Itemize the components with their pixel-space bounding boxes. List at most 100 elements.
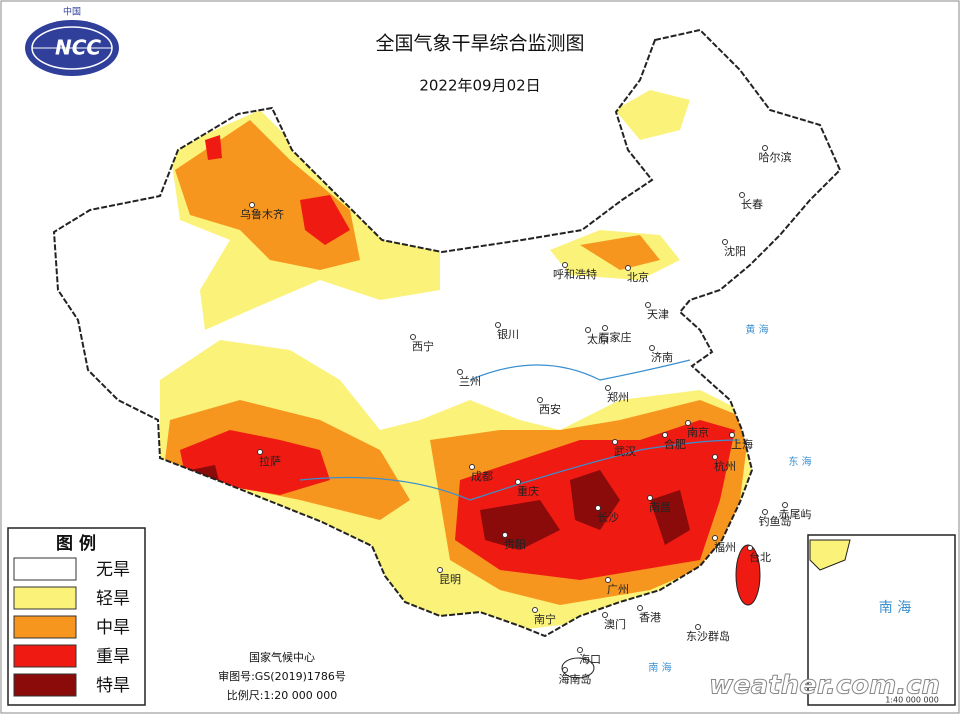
watermark: weather.com.cn [709,671,940,701]
logo-text: NCC [55,36,101,60]
city-dot [685,420,691,426]
city-label: 重庆 [517,484,539,498]
city-label: 济南 [651,350,673,364]
date: 2022年09月02日 [419,77,540,95]
city-label: 海南岛 [559,672,592,686]
city-dot [782,502,788,508]
drought-area [480,500,560,550]
hainan [561,657,595,679]
city-dot [502,532,508,538]
city-dot [729,432,735,438]
city-dot [605,385,611,391]
city-label: 乌鲁木齐 [240,207,284,221]
city-dot [662,432,668,438]
city-label: 赤尾屿 [779,508,812,521]
city-label: 南京 [687,425,709,439]
city-label: 长沙 [597,511,619,524]
city-label: 太原 [587,333,609,346]
sea-label: 黄 海 [745,323,768,336]
drought-area [650,490,690,545]
city-dot [712,454,718,460]
city-label: 哈尔滨 [759,150,792,164]
approval: 审图号:GS(2019)1786号 [218,669,346,683]
legend-label: 轻旱 [96,589,130,609]
city-label: 沈阳 [724,244,746,258]
legend-title: 图 例 [56,533,96,554]
taiwan [735,544,761,606]
city-label: 海口 [579,652,601,666]
legend-swatch [13,615,77,639]
drought-area [300,195,350,245]
city-dot [625,265,631,271]
city-dot [410,334,416,340]
logo: 中国 NCC [25,6,119,76]
city-label: 广州 [607,583,629,596]
city-label: 福州 [714,540,736,554]
city-label: 银川 [497,327,519,341]
logo-top: 中国 [63,6,81,18]
city-dot [762,509,768,515]
city-label: 香港 [639,611,661,624]
border [52,28,842,638]
city-dot [469,464,475,470]
city-dot [577,647,583,653]
city-dot [649,345,655,351]
city-label: 台北 [749,550,771,564]
city-dot [515,479,521,485]
city-label: 西宁 [412,339,434,353]
city-label: 西安 [539,402,561,416]
city-label: 杭州 [714,459,736,473]
city-label: 成都 [471,470,493,483]
legend-swatch [13,673,77,697]
sea-label: 南 海 [648,661,671,674]
drought-area [615,90,690,140]
city-label: 长春 [741,198,763,211]
scale: 比例尺:1:20 000 000 [227,688,337,702]
seas: 黄 海东 海南 海 [648,323,811,674]
city-label: 上海 [731,437,753,451]
city-label: 钓鱼岛 [759,514,792,528]
rivers [299,359,741,501]
inset-label: 南 海 [879,600,911,616]
city-label: 武汉 [614,445,636,458]
city-dot [257,449,263,455]
legend-label: 特旱 [96,676,130,696]
city-dot [562,667,568,673]
city-dot [739,192,745,198]
city-label: 石家庄 [599,330,632,344]
drought-area [570,470,620,530]
sea-label: 东 海 [788,455,811,468]
city-label: 南昌 [649,501,671,514]
city-label: 合肥 [664,437,686,451]
city-label: 贵阳 [504,538,526,551]
city-dot [537,397,543,403]
city-label: 呼和浩特 [553,267,597,281]
city-label: 东沙群岛 [686,629,730,643]
city-dot [562,262,568,268]
drought-area [580,235,660,270]
city-dot [695,624,701,630]
city-dot [722,239,728,245]
city-dot [249,202,255,208]
city-dot [712,535,718,541]
legend-label: 中旱 [96,618,130,638]
city-dot [647,495,653,501]
city-label: 郑州 [607,390,629,404]
city-dot [457,369,463,375]
city-dot [495,322,501,328]
city-dot [532,607,538,613]
city-dot [437,567,443,573]
city-label: 昆明 [439,573,461,586]
drought-area [205,135,222,160]
legend-label: 重旱 [96,647,130,667]
city-label: 南宁 [534,612,556,626]
city-dot [585,327,591,333]
inset: 南 海 1:40 000 000 [807,534,956,706]
inset-scale: 1:40 000 000 [885,696,939,705]
agency: 国家气候中心 [249,650,315,664]
legend-swatch [13,557,77,581]
